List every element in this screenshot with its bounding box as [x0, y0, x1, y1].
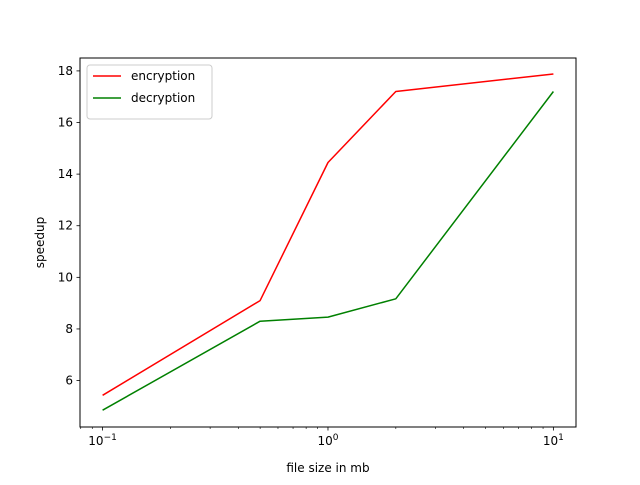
y-tick-label: 10 [58, 270, 73, 284]
plot-frame [79, 57, 577, 428]
legend-frame [86, 64, 213, 120]
series-line-decryption [102, 91, 554, 411]
y-tick-label: 14 [58, 167, 73, 181]
legend-label-encryption: encryption [131, 69, 195, 83]
y-tick-label: 6 [65, 374, 73, 388]
y-axis-label: speedup [33, 217, 47, 268]
legend: encryption decryption [86, 64, 213, 120]
x-tick-label: 100 [317, 433, 338, 448]
y-tick-label: 12 [58, 219, 73, 233]
series-group [102, 73, 554, 411]
tick-group: 10−1 100 101 6 8 10 12 14 16 18 [58, 64, 564, 448]
y-tick-label: 16 [58, 116, 73, 130]
series-line-encryption [102, 73, 554, 396]
y-tick-label: 8 [65, 322, 73, 336]
legend-label-decryption: decryption [131, 91, 195, 105]
x-tick-label: 101 [543, 433, 564, 448]
x-axis-label: file size in mb [286, 461, 369, 475]
x-tick-label: 10−1 [88, 433, 117, 448]
y-tick-label: 18 [58, 64, 73, 78]
